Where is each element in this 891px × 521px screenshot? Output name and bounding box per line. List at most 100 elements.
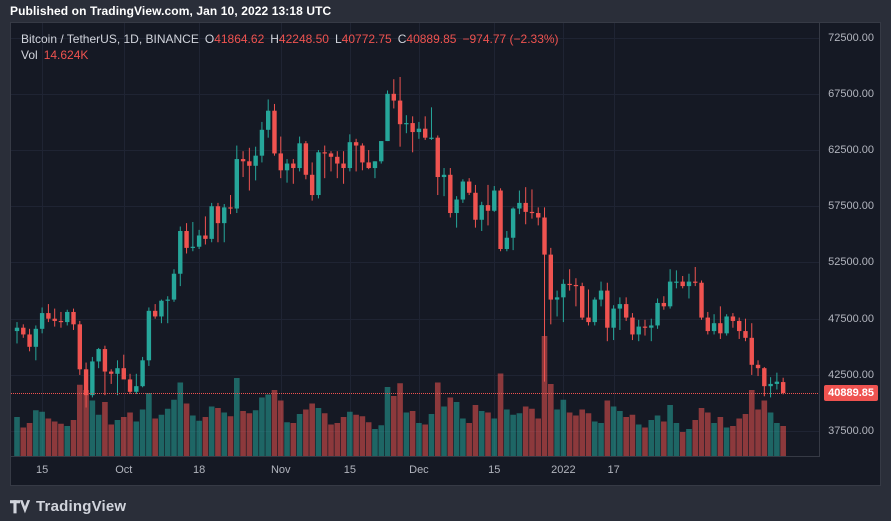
volume-bar xyxy=(774,423,780,456)
volume-bar xyxy=(127,412,133,456)
candle-body xyxy=(379,141,384,162)
legend-volume-key: Vol xyxy=(21,48,38,62)
candle-body xyxy=(743,331,748,338)
candle-wick xyxy=(587,289,589,326)
candle-body xyxy=(686,281,692,287)
candle-body xyxy=(655,302,660,326)
volume-bar xyxy=(541,336,548,456)
volume-bar xyxy=(334,423,341,456)
candle-body xyxy=(661,302,667,307)
volume-bar xyxy=(573,415,579,456)
candle-body xyxy=(316,152,321,196)
candle-wick xyxy=(324,145,326,179)
volume-bar xyxy=(391,396,397,456)
volume-bar xyxy=(227,416,234,456)
candle-wick xyxy=(223,204,225,243)
candle-body xyxy=(322,152,327,154)
volume-bar xyxy=(171,399,177,456)
volume-bar xyxy=(711,423,717,456)
volume-bar xyxy=(755,409,761,456)
volume-bar xyxy=(591,421,598,456)
volume-bar xyxy=(409,411,416,456)
candle-wick xyxy=(374,161,376,179)
candle-body xyxy=(780,382,786,394)
candle-body xyxy=(485,205,491,211)
grid-line-vertical xyxy=(563,23,564,457)
volume-bar xyxy=(548,384,554,456)
volume-bar xyxy=(215,408,221,456)
volume-bar xyxy=(83,390,89,456)
volume-bar xyxy=(529,408,535,456)
candle-body xyxy=(460,181,466,200)
candle-body xyxy=(335,156,340,164)
volume-bar xyxy=(416,423,422,456)
volume-bar xyxy=(77,384,83,456)
volume-bar xyxy=(667,405,673,456)
time-axis-label: 15 xyxy=(343,464,356,476)
volume-bar xyxy=(347,411,353,456)
candle-wick xyxy=(135,373,137,395)
volume-bar xyxy=(648,420,655,456)
chart-plot-area[interactable] xyxy=(11,23,820,485)
candle-body xyxy=(190,246,196,248)
grid-line-horizontal xyxy=(11,375,820,376)
tradingview-brand-text: TradingView xyxy=(36,498,127,515)
volume-bar xyxy=(579,409,585,456)
candle-body xyxy=(83,369,89,396)
volume-bar xyxy=(372,429,378,456)
volume-bar xyxy=(673,423,680,456)
volume-bar xyxy=(434,382,441,456)
price-axis[interactable]: 72500.00 67500.00 62500.00 57500.00 52500.00… xyxy=(819,23,880,485)
volume-bar xyxy=(661,421,667,456)
candle-body xyxy=(611,308,616,328)
candle-body xyxy=(492,190,497,211)
candle-body xyxy=(536,213,541,218)
grid-line-vertical xyxy=(614,23,615,457)
candle-body xyxy=(699,282,704,318)
candle-body xyxy=(115,368,120,374)
price-axis-label: 67500.00 xyxy=(828,87,874,100)
candle-body xyxy=(96,349,101,362)
tradingview-logo-icon xyxy=(10,499,30,513)
price-axis-label: 62500.00 xyxy=(828,144,874,157)
time-axis-label: 2022 xyxy=(551,464,576,476)
volume-bar xyxy=(654,415,661,456)
candle-body xyxy=(517,202,522,209)
candle-body xyxy=(77,324,82,370)
volume-bar xyxy=(296,414,303,456)
volume-bar xyxy=(271,390,278,456)
candle-wick xyxy=(694,266,696,287)
candle-body xyxy=(171,273,177,300)
candle-wick xyxy=(167,296,169,324)
volume-bar xyxy=(698,408,705,456)
last-price-label[interactable]: 40889.85 xyxy=(824,385,878,402)
time-axis[interactable]: 15 Oct 18 Nov 15 Dec 15 2022 17 xyxy=(11,456,820,485)
legend-low-key: L xyxy=(334,32,342,46)
volume-bar xyxy=(730,426,736,456)
candle-wick xyxy=(531,189,533,219)
candle-body xyxy=(366,162,371,169)
volume-bar xyxy=(146,393,152,456)
candle-body xyxy=(109,371,114,374)
volume-bar xyxy=(428,414,435,456)
grid-line-vertical xyxy=(281,23,282,457)
candle-wick xyxy=(248,147,250,191)
candle-wick xyxy=(54,308,56,327)
legend-open-value: 41864.62 xyxy=(214,32,265,46)
volume-bar xyxy=(748,390,755,456)
candle-body xyxy=(328,153,334,157)
candle-body xyxy=(209,206,214,239)
candle-wick xyxy=(430,107,432,140)
grid-line-horizontal xyxy=(11,206,820,207)
volume-bar xyxy=(767,412,774,456)
volume-bar xyxy=(598,423,604,456)
candle-body xyxy=(121,368,126,380)
candle-body xyxy=(441,174,447,178)
volume-bar xyxy=(629,414,636,456)
candle-body xyxy=(14,327,20,332)
volume-bar xyxy=(196,420,202,456)
candle-body xyxy=(385,93,390,142)
volume-bar xyxy=(403,412,410,456)
price-axis-label: 52500.00 xyxy=(828,256,874,269)
candle-wick xyxy=(230,195,232,215)
